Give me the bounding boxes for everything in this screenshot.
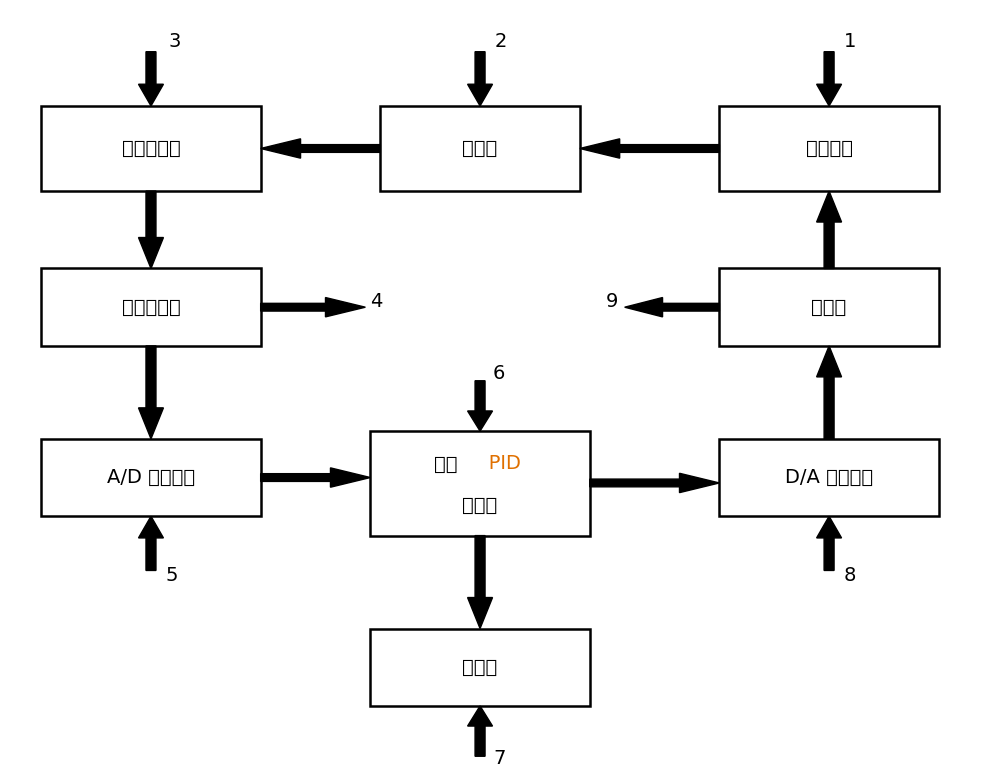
- Bar: [719, 439, 939, 516]
- FancyArrow shape: [817, 516, 842, 570]
- Bar: [370, 431, 590, 535]
- Text: D/A 转换电路: D/A 转换电路: [785, 468, 873, 487]
- Bar: [380, 106, 580, 191]
- FancyArrow shape: [468, 535, 493, 629]
- Text: 模糊: 模糊: [434, 455, 470, 473]
- Text: 蜼动泵: 蜼动泵: [462, 139, 498, 158]
- FancyArrow shape: [468, 381, 493, 431]
- FancyArrow shape: [468, 52, 493, 106]
- Text: 流量传感器: 流量传感器: [122, 139, 180, 158]
- FancyArrow shape: [139, 346, 163, 439]
- FancyArrow shape: [817, 52, 842, 106]
- Bar: [719, 269, 939, 346]
- FancyArrow shape: [590, 473, 719, 493]
- Text: 8: 8: [844, 566, 856, 585]
- Text: 4: 4: [370, 292, 383, 312]
- FancyArrow shape: [261, 139, 380, 159]
- Text: 控制器: 控制器: [462, 496, 498, 514]
- FancyArrow shape: [468, 706, 493, 756]
- Bar: [41, 269, 261, 346]
- Text: 9: 9: [605, 292, 618, 312]
- Text: A/D 转换电路: A/D 转换电路: [107, 468, 195, 487]
- Text: 3: 3: [169, 32, 181, 51]
- FancyArrow shape: [139, 516, 163, 570]
- Text: 驱动电路: 驱动电路: [806, 139, 853, 158]
- Text: 2: 2: [495, 32, 507, 51]
- Text: PID: PID: [470, 455, 521, 473]
- Bar: [719, 106, 939, 191]
- FancyArrow shape: [139, 52, 163, 106]
- FancyArrow shape: [625, 298, 719, 317]
- FancyArrow shape: [261, 298, 365, 317]
- FancyArrow shape: [817, 346, 842, 439]
- Text: 显示屏: 显示屏: [462, 657, 498, 677]
- FancyArrow shape: [817, 191, 842, 269]
- Bar: [41, 439, 261, 516]
- Text: 数据采集卡: 数据采集卡: [122, 298, 180, 317]
- Bar: [370, 629, 590, 706]
- Text: 单片机: 单片机: [811, 298, 847, 317]
- Text: 6: 6: [493, 364, 505, 382]
- FancyArrow shape: [139, 191, 163, 269]
- Text: 1: 1: [844, 32, 856, 51]
- Text: 5: 5: [166, 566, 178, 585]
- FancyArrow shape: [261, 468, 370, 487]
- FancyArrow shape: [580, 139, 719, 159]
- Text: 7: 7: [493, 749, 505, 768]
- Bar: [41, 106, 261, 191]
